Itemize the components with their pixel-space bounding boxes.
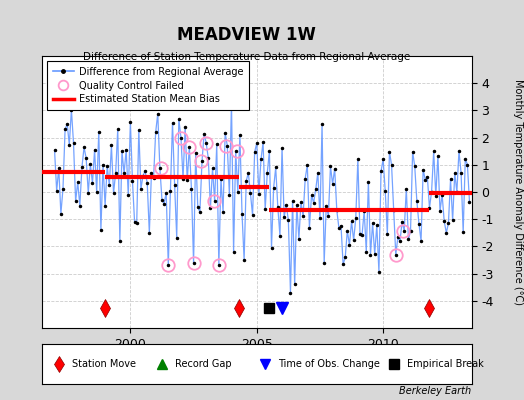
Y-axis label: Monthly Temperature Anomaly Difference (°C): Monthly Temperature Anomaly Difference (… (513, 79, 523, 305)
Legend: Difference from Regional Average, Quality Control Failed, Estimated Station Mean: Difference from Regional Average, Qualit… (47, 61, 249, 110)
Text: Time of Obs. Change: Time of Obs. Change (278, 359, 380, 369)
Text: Record Gap: Record Gap (175, 359, 232, 369)
Text: MEADVIEW 1W: MEADVIEW 1W (177, 26, 316, 44)
Text: Difference of Station Temperature Data from Regional Average: Difference of Station Temperature Data f… (83, 52, 410, 62)
Text: Station Move: Station Move (72, 359, 136, 369)
Text: Empirical Break: Empirical Break (407, 359, 484, 369)
Text: Berkeley Earth: Berkeley Earth (399, 386, 472, 396)
